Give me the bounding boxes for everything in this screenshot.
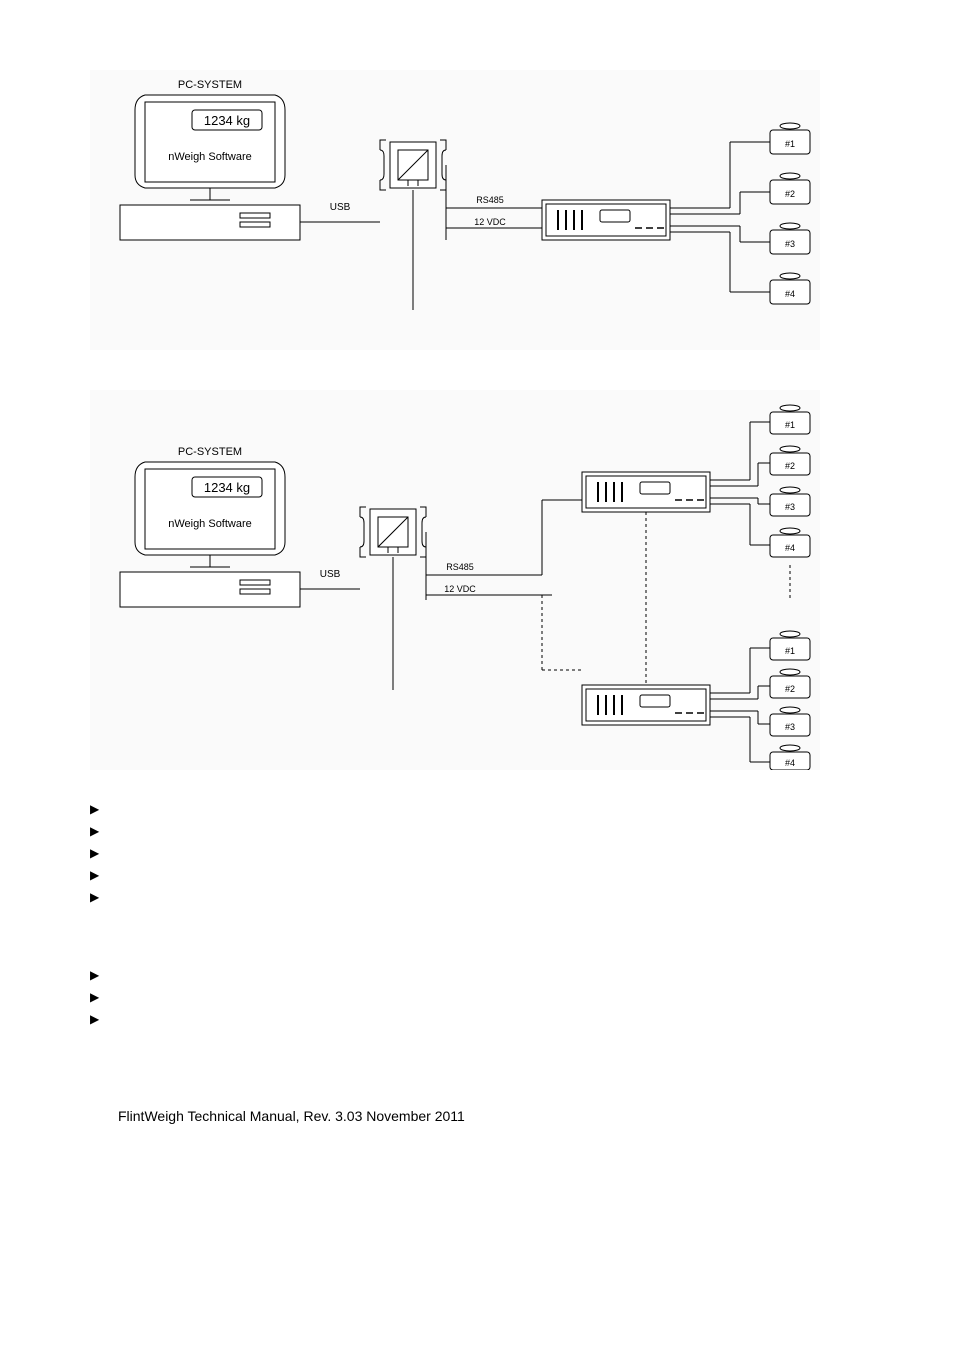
svg-text:#2: #2 [785,684,795,694]
arrow-icon: ▶ [90,866,99,884]
svg-text:#4: #4 [785,543,795,553]
svg-text:#4: #4 [785,758,795,768]
usb-label-2: USB [320,569,341,580]
rs485-label-2: RS485 [446,562,474,572]
bullet-b1: ▶ [90,966,864,984]
junction-box-bottom [582,685,710,725]
junction-box [542,200,670,240]
bullet-section-a: ▶ ▶ ▶ ▶ ▶ [90,800,864,906]
pc-system-label-2: PC-SYSTEM [178,446,242,458]
pc-system-label: PC-SYSTEM [178,79,242,91]
arrow-icon: ▶ [90,822,99,840]
loadcell-group-bottom: #1 #2 #3 #4 [770,631,810,770]
loadcell-1-label: #1 [785,139,795,149]
rs485-label: RS485 [476,195,504,205]
loadcell-group: #1 #2 #3 #4 [770,123,810,304]
page-footer: FlintWeigh Technical Manual, Rev. 3.03 N… [90,1108,864,1124]
bullet-a4: ▶ [90,866,864,884]
bullet-section-b: ▶ ▶ ▶ [90,966,864,1028]
arrow-icon: ▶ [90,844,99,862]
arrow-icon: ▶ [90,1010,99,1028]
vdc-label: 12 VDC [474,217,506,227]
loadcell-wires [670,142,770,292]
bullet-b2: ▶ [90,988,864,1006]
diagram-single-junction: PC-SYSTEM 1234 kg nWeigh Software [90,70,820,350]
loadcell-group-top: #1 #2 #3 #4 [770,405,810,557]
bullet-a3: ▶ [90,844,864,862]
loadcell-wires-top [710,422,770,545]
diagram-svg-1: PC-SYSTEM 1234 kg nWeigh Software [90,70,820,350]
converter-box-2 [360,507,426,690]
arrow-icon: ▶ [90,988,99,1006]
junction-box-top [582,472,710,512]
loadcell-wires-bottom [710,648,770,762]
weight-display-2: 1234 kg [204,480,250,495]
loadcell-2-label: #2 [785,189,795,199]
loadcell-3-label: #3 [785,239,795,249]
converter-box [380,140,446,310]
arrow-icon: ▶ [90,888,99,906]
svg-text:#3: #3 [785,722,795,732]
bullet-a2: ▶ [90,822,864,840]
bullet-b3: ▶ [90,1010,864,1028]
svg-text:#3: #3 [785,502,795,512]
arrow-icon: ▶ [90,800,99,818]
svg-text:#1: #1 [785,646,795,656]
diagram-dual-junction: PC-SYSTEM 1234 kg nWeigh Software USB [90,390,820,770]
bullet-a1: ▶ [90,800,864,818]
pc-system: PC-SYSTEM 1234 kg nWeigh Software [120,79,300,240]
software-name-2: nWeigh Software [168,518,252,530]
loadcell-4-label: #4 [785,289,795,299]
weight-display: 1234 kg [204,113,250,128]
usb-label: USB [330,202,351,213]
svg-text:#2: #2 [785,461,795,471]
pc-system-2: PC-SYSTEM 1234 kg nWeigh Software [120,446,300,607]
svg-text:#1: #1 [785,420,795,430]
arrow-icon: ▶ [90,966,99,984]
bullet-a5: ▶ [90,888,864,906]
software-name: nWeigh Software [168,151,252,163]
diagram-svg-2: PC-SYSTEM 1234 kg nWeigh Software USB [90,390,820,770]
vdc-label-2: 12 VDC [444,584,476,594]
